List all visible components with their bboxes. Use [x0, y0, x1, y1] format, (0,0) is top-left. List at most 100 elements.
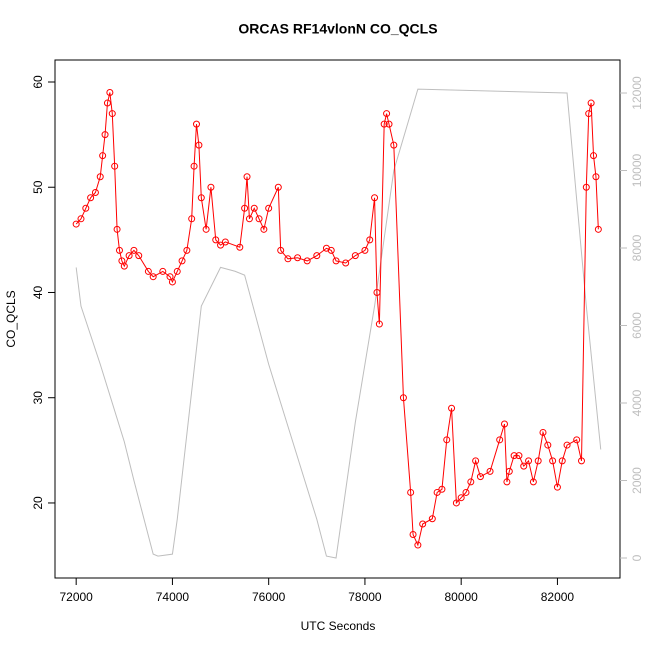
data-point: [197, 194, 205, 202]
data-point: [375, 320, 383, 328]
x-tick-label: 74000: [156, 590, 190, 604]
data-point: [327, 246, 335, 254]
data-point: [544, 441, 552, 449]
data-point: [462, 488, 470, 496]
data-point: [255, 215, 263, 223]
y2-tick-label: 0: [630, 554, 644, 561]
data-point: [428, 515, 436, 523]
data-point: [419, 520, 427, 528]
data-point: [149, 273, 157, 281]
data-point: [188, 215, 196, 223]
data-point: [510, 452, 518, 460]
data-line: [75, 88, 602, 559]
y2-tick-label: 12000: [630, 76, 644, 110]
data-point: [113, 225, 121, 233]
data-point: [496, 436, 504, 444]
data-point: [503, 478, 511, 486]
data-point: [72, 220, 80, 228]
data-point: [342, 259, 350, 267]
data-point: [183, 246, 191, 254]
y2-tick-label: 8000: [630, 234, 644, 261]
data-point: [115, 246, 123, 254]
data-point: [438, 485, 446, 493]
data-point: [549, 457, 557, 465]
data-point: [195, 141, 203, 149]
data-point: [173, 267, 181, 275]
data-point: [250, 204, 258, 212]
data-point: [101, 131, 109, 139]
x-tick-label: 76000: [252, 590, 286, 604]
y2-tick-label: 6000: [630, 312, 644, 339]
data-point: [414, 541, 422, 549]
y-axis-label: CO_QCLS: [4, 290, 18, 347]
data-point: [77, 215, 85, 223]
data-point: [380, 120, 388, 128]
data-point: [135, 252, 143, 260]
data-point: [385, 120, 393, 128]
data-point: [192, 120, 200, 128]
data-point: [361, 246, 369, 254]
data-point: [383, 110, 391, 118]
data-point: [82, 204, 90, 212]
data-point: [125, 252, 133, 260]
data-point: [207, 183, 215, 191]
y-tick-label: 20: [31, 496, 45, 510]
data-point: [505, 467, 513, 475]
data-point: [594, 225, 602, 233]
data-point: [178, 257, 186, 265]
data-point: [534, 457, 542, 465]
data-point: [99, 152, 107, 160]
data-point: [260, 225, 268, 233]
data-point: [284, 255, 292, 263]
data-point: [373, 288, 381, 296]
data-point: [399, 394, 407, 402]
y2-tick-label: 2000: [630, 467, 644, 494]
data-point: [241, 204, 249, 212]
data-point: [443, 436, 451, 444]
data-point: [313, 252, 321, 260]
data-point: [525, 457, 533, 465]
data-point: [144, 267, 152, 275]
data-point: [452, 499, 460, 507]
y-tick-label: 50: [31, 180, 45, 194]
data-point: [265, 204, 273, 212]
data-point: [243, 173, 251, 181]
data-point: [87, 194, 95, 202]
data-point: [558, 457, 566, 465]
data-point: [236, 243, 244, 251]
y-tick-label: 40: [31, 285, 45, 299]
data-point: [577, 457, 585, 465]
data-point: [529, 478, 537, 486]
data-point: [103, 99, 111, 107]
data-point: [467, 478, 475, 486]
data-point: [274, 183, 282, 191]
data-point: [476, 473, 484, 481]
data-point: [130, 246, 138, 254]
data-point: [332, 257, 340, 265]
data-point: [457, 494, 465, 502]
data-point: [277, 246, 285, 254]
data-point: [371, 194, 379, 202]
data-point: [217, 241, 225, 249]
data-line: [75, 92, 599, 547]
data-point: [563, 441, 571, 449]
data-point: [351, 252, 359, 260]
data-point: [91, 188, 99, 196]
data-point: [520, 462, 528, 470]
y2-tick-label: 10000: [630, 154, 644, 188]
data-point: [539, 428, 547, 436]
data-point: [448, 404, 456, 412]
x-tick-label: 78000: [348, 590, 382, 604]
data-point: [582, 183, 590, 191]
data-point: [212, 236, 220, 244]
data-point: [96, 173, 104, 181]
data-point: [245, 215, 253, 223]
data-point: [366, 236, 374, 244]
data-point: [409, 531, 417, 539]
data-point: [120, 262, 128, 270]
data-point: [472, 457, 480, 465]
data-point: [500, 420, 508, 428]
data-point: [590, 152, 598, 160]
